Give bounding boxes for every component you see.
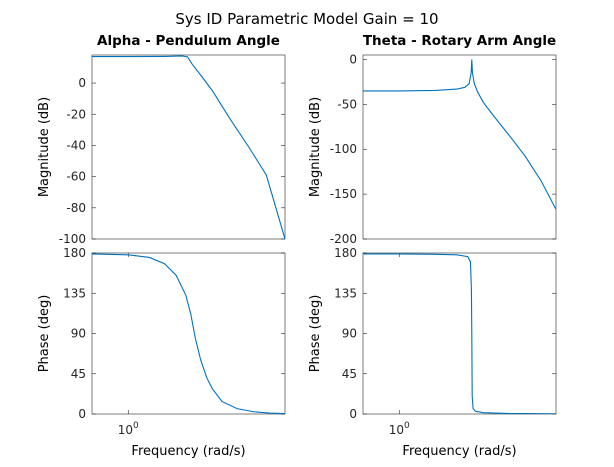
y-tick-label: -150 [330, 187, 357, 201]
x-axis-label: Frequency (rad/s) [402, 444, 516, 459]
y-tick-label: -40 [66, 138, 86, 152]
y-tick-label: -200 [330, 232, 357, 246]
subplot-3: 180 135 90 45 0 100 Phase (deg) Frequency (rad/… [37, 246, 286, 459]
y-tick-label: 90 [71, 327, 86, 341]
y-tick-label: 45 [71, 367, 86, 381]
y-tick-label: 180 [334, 246, 357, 260]
y-tick-label: -50 [337, 97, 357, 111]
x-tick-label: 100 [389, 421, 410, 437]
y-tick-label: 0 [78, 76, 86, 90]
y-tick-label: 135 [63, 286, 86, 300]
series-line [363, 59, 556, 210]
y-tick-label: 0 [349, 407, 357, 421]
y-tick-label: 0 [78, 407, 86, 421]
subplot-title: Theta - Rotary Arm Angle [363, 33, 556, 49]
y-tick-label: -100 [330, 142, 357, 156]
subplot-1: 0 -20 -40 -60 -80 -100 Alpha - Pendulum Angle M… [37, 33, 286, 246]
y-tick-label: 135 [334, 286, 357, 300]
series-line [92, 55, 285, 239]
y-axis-label: Magnitude (dB) [308, 97, 323, 197]
y-tick-label: 90 [342, 327, 357, 341]
y-tick-label: 45 [342, 367, 357, 381]
axes-box [91, 54, 286, 240]
y-tick-label: -60 [66, 170, 86, 184]
subplot-title: Alpha - Pendulum Angle [97, 33, 280, 49]
y-axis-label: Phase (deg) [308, 295, 323, 373]
y-tick-label: 180 [63, 246, 86, 260]
figure-title: Sys ID Parametric Model Gain = 10 [175, 10, 438, 28]
axes-box [91, 252, 286, 415]
y-tick-label: -100 [59, 232, 86, 246]
x-axis-label: Frequency (rad/s) [131, 444, 245, 459]
y-axis-label: Magnitude (dB) [37, 97, 52, 197]
series-line [363, 253, 556, 414]
x-tick-label: 100 [118, 421, 139, 437]
y-tick-label: -20 [66, 107, 86, 121]
y-tick-label: -80 [66, 201, 86, 215]
series-line [92, 253, 285, 414]
y-axis-label: Phase (deg) [37, 295, 52, 373]
subplot-4: 180 135 90 45 0 100 Phase (deg) Frequency (rad/… [308, 246, 557, 459]
subplot-2: 0 -50 -100 -150 -200 Theta - Rotary Arm Angle… [308, 33, 557, 246]
axes-box [362, 252, 557, 415]
y-tick-label: 0 [349, 52, 357, 66]
axes-box [362, 54, 557, 240]
plots-group: 0 -20 -40 -60 -80 -100 Alpha - Pendulum Angle M… [37, 33, 557, 459]
